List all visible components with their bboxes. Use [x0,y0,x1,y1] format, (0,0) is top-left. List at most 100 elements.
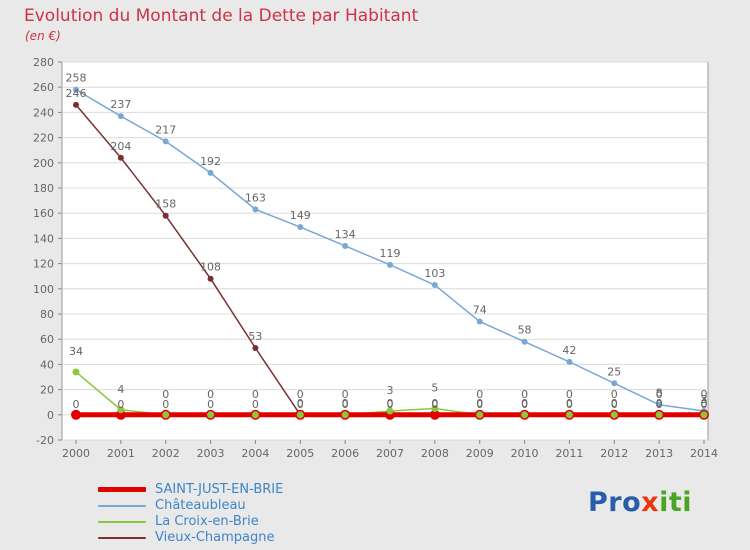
logo-text-x: x [641,487,660,518]
marker-1 [342,242,349,249]
chart-title: Evolution du Montant de la Dette par Hab… [24,6,419,26]
marker-1 [73,86,79,93]
svg-text:2011: 2011 [555,447,583,460]
data-label: 108 [200,261,221,274]
svg-text:160: 160 [33,207,54,220]
marker-2 [610,411,618,419]
marker-1 [117,113,124,120]
svg-text:2008: 2008 [421,447,449,460]
data-label: 0 [701,388,708,401]
data-label: 5 [431,382,438,395]
data-label: 103 [424,267,445,280]
data-label: 246 [66,87,87,100]
data-label: 8 [656,387,663,400]
data-label: 217 [155,123,176,136]
svg-text:2013: 2013 [645,447,673,460]
svg-text:2000: 2000 [62,447,90,460]
svg-text:260: 260 [33,81,54,94]
marker-1 [476,318,483,325]
data-label: 204 [110,140,131,153]
data-label: 0 [521,398,528,411]
svg-text:120: 120 [33,258,54,271]
legend-item-saint-just-en-brie: SAINT-JUST-EN-BRIE [98,482,283,497]
marker-1 [207,169,214,176]
svg-text:280: 280 [33,56,54,69]
marker-1 [521,338,528,345]
data-label: 134 [335,228,356,241]
data-label: 0 [611,397,618,410]
data-label: 258 [66,72,87,85]
data-label: 25 [607,365,621,378]
svg-text:180: 180 [33,182,54,195]
data-label: 0 [656,397,663,410]
svg-text:2009: 2009 [466,447,494,460]
legend-label: Vieux-Champagne [155,530,275,545]
svg-text:80: 80 [40,308,54,321]
data-label: 0 [431,398,438,411]
data-label: 0 [476,388,483,401]
data-label: 0 [73,398,80,411]
marker-0 [429,409,440,420]
data-label: 0 [656,398,663,411]
legend-swatch-green-line [98,520,146,523]
data-label: 0 [701,397,708,410]
logo-text-iti: iti [659,487,692,518]
data-label: 0 [117,398,124,411]
x-axis: 2000 2001 2002 2003 2004 2005 2006 2007 2008 2009… [62,440,718,460]
marker-1 [162,138,169,145]
data-label: 0 [611,398,618,411]
marker-2 [476,411,484,419]
logo-text-pro: Pro [588,487,642,518]
proxiti-logo: Proxiti [588,487,692,518]
marker-1 [656,401,663,408]
svg-text:60: 60 [40,333,54,346]
marker-3 [73,101,79,108]
svg-text:-20: -20 [36,434,54,447]
svg-text:2010: 2010 [511,447,539,460]
data-label: 0 [521,388,528,401]
marker-3 [162,212,169,219]
data-label: 149 [290,209,311,222]
data-label: 158 [155,198,176,211]
marker-2 [162,411,170,419]
data-label: 0 [566,398,573,411]
data-label: 0 [431,397,438,410]
data-label: 0 [297,388,304,401]
marker-0 [115,409,126,420]
data-label: 163 [245,191,266,204]
data-label: 0 [252,398,259,411]
marker-2 [565,411,573,419]
marker-3 [207,275,214,282]
marker-3 [252,345,259,352]
chart-subtitle: (en €) [25,29,61,43]
marker-0 [71,409,81,420]
data-label: 0 [611,388,618,401]
svg-text:20: 20 [40,384,54,397]
data-label: 34 [69,345,83,358]
data-label: 0 [162,398,169,411]
marker-2 [341,411,349,419]
legend-label: SAINT-JUST-EN-BRIE [155,482,284,497]
data-label: 0 [566,397,573,410]
data-label: 192 [200,155,221,168]
legend-item-chateaubleau: Châteaubleau [98,498,283,513]
svg-text:200: 200 [33,157,54,170]
data-label: 0 [297,398,304,411]
marker-1 [431,282,438,289]
svg-text:2001: 2001 [107,447,135,460]
marker-2 [431,405,439,412]
marker-2 [700,411,708,419]
svg-text:2006: 2006 [331,447,359,460]
data-label: 0 [207,388,214,401]
svg-text:240: 240 [33,106,54,119]
data-label: 0 [342,388,349,401]
marker-2 [251,411,259,419]
data-label: 0 [207,398,214,411]
legend-label: Châteaubleau [155,498,246,513]
data-label: 0 [476,398,483,411]
svg-text:100: 100 [33,283,54,296]
data-label: 0 [162,388,169,401]
marker-2 [207,411,215,419]
svg-text:0: 0 [47,409,54,422]
